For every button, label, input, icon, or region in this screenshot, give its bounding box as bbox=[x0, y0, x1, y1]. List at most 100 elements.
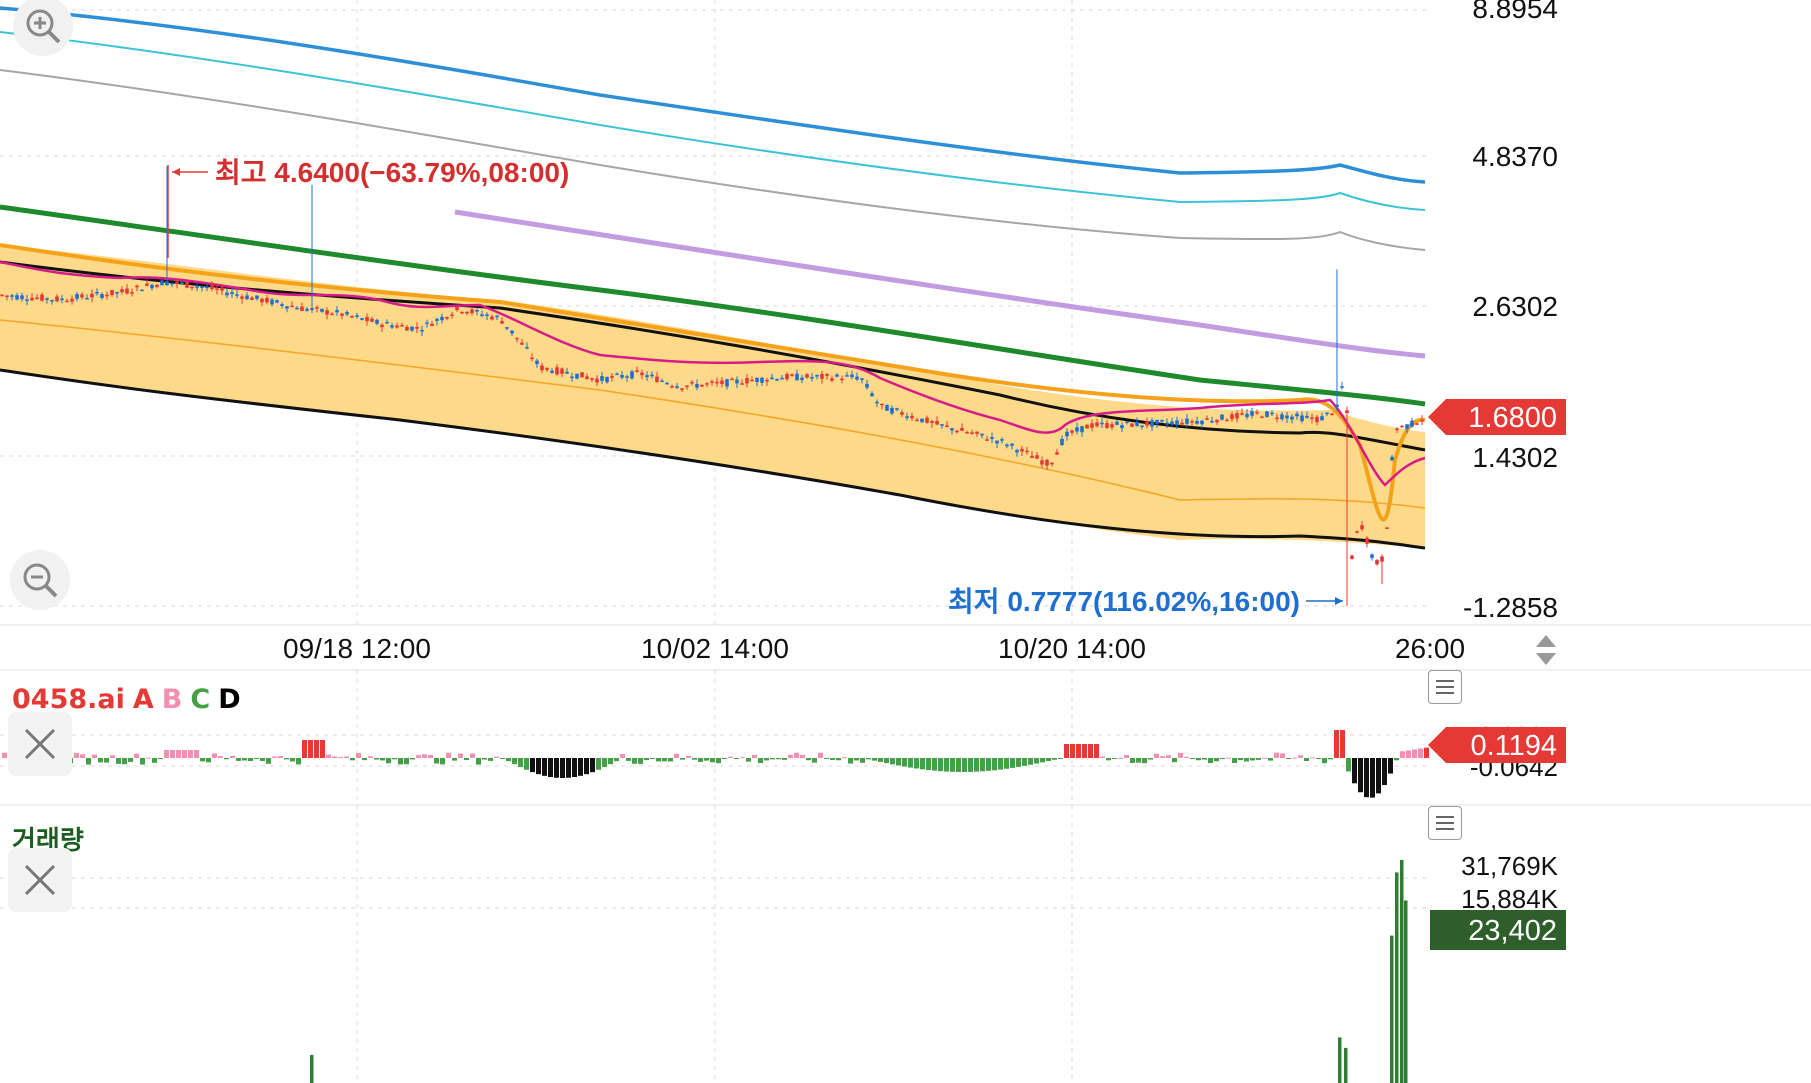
candle-body bbox=[840, 378, 844, 381]
indicator-menu-button[interactable] bbox=[1428, 670, 1462, 704]
candle-body bbox=[1160, 420, 1164, 422]
candle-body bbox=[1385, 527, 1389, 529]
candle-body bbox=[25, 299, 29, 301]
indicator-bar bbox=[836, 758, 841, 761]
candle-body bbox=[1000, 439, 1004, 441]
indicator-bar bbox=[1178, 752, 1183, 758]
indicator-bar bbox=[188, 750, 193, 758]
indicator-bar bbox=[1118, 757, 1123, 759]
indicator-bar bbox=[872, 758, 877, 761]
indicator-legend-a: A bbox=[132, 684, 154, 715]
candle-body bbox=[195, 286, 199, 288]
indicator-bar bbox=[356, 753, 361, 758]
candle-body bbox=[1115, 421, 1119, 425]
zoom-in-button[interactable] bbox=[13, 0, 73, 56]
orange-ma-line bbox=[0, 243, 1426, 522]
candle-body bbox=[575, 373, 579, 379]
indicator-bar bbox=[152, 758, 157, 763]
candle-body bbox=[535, 360, 539, 364]
indicator-bar bbox=[1256, 758, 1261, 760]
indicator-bar bbox=[818, 752, 823, 758]
indicator-bar bbox=[542, 758, 547, 776]
candle-body bbox=[410, 326, 414, 331]
indicator-bar bbox=[1142, 758, 1147, 764]
volume-value-badge: 23,402 bbox=[1430, 910, 1566, 950]
indicator-bar bbox=[1262, 757, 1267, 759]
indicator-bar bbox=[638, 758, 643, 764]
candle-body bbox=[465, 311, 469, 314]
indicator-bar bbox=[650, 758, 655, 759]
time-scroll-control[interactable] bbox=[1528, 632, 1564, 668]
indicator-legend-d: D bbox=[218, 684, 241, 715]
candle-body bbox=[565, 371, 569, 374]
indicator-bar bbox=[1268, 758, 1273, 761]
indicator-bar bbox=[1382, 758, 1387, 786]
volume-axis: 31,769K 15,884K bbox=[1461, 851, 1559, 914]
zoom-out-icon bbox=[23, 563, 58, 598]
candle-body bbox=[795, 373, 799, 381]
candle-body bbox=[630, 371, 634, 379]
candle-body bbox=[395, 325, 399, 328]
indicator-bar bbox=[212, 753, 217, 758]
indicator-bar bbox=[2, 752, 7, 758]
candle-body bbox=[260, 298, 264, 303]
candle-body bbox=[995, 440, 999, 444]
indicator-bar bbox=[698, 758, 703, 762]
indicator-bar bbox=[1424, 747, 1429, 758]
time-label: 09/18 12:00 bbox=[283, 633, 431, 664]
indicator-legend-c: C bbox=[190, 684, 211, 715]
candle-body bbox=[140, 289, 144, 292]
candle-body bbox=[695, 383, 699, 388]
candle-body bbox=[290, 305, 294, 308]
indicator-bar bbox=[728, 756, 733, 758]
indicator-bar bbox=[1244, 758, 1249, 762]
volume-bar bbox=[1400, 860, 1404, 1083]
green-ma-line bbox=[0, 204, 1426, 407]
candle-body bbox=[1225, 419, 1229, 422]
candle-body bbox=[875, 401, 879, 404]
candle-body bbox=[445, 316, 449, 319]
candle-body bbox=[615, 373, 619, 376]
volume-bar bbox=[1344, 1047, 1348, 1083]
indicator-bar bbox=[86, 758, 91, 765]
volume-menu-button[interactable] bbox=[1428, 806, 1462, 840]
candle-body bbox=[520, 342, 524, 345]
candle-body bbox=[230, 292, 234, 295]
candle-body bbox=[635, 370, 639, 372]
indicator-bar bbox=[182, 750, 187, 758]
time-label: 10/20 14:00 bbox=[998, 633, 1146, 664]
candle-body bbox=[250, 297, 254, 300]
candle-body bbox=[1065, 431, 1069, 437]
indicator-bar bbox=[1070, 744, 1075, 758]
indicator-current-value: 0.1194 bbox=[1470, 730, 1557, 762]
price-tick: 1.4302 bbox=[1472, 442, 1558, 473]
indicator-bar bbox=[770, 758, 775, 760]
indicator-bar bbox=[950, 758, 955, 772]
indicator-bar bbox=[326, 754, 331, 758]
candle-body bbox=[120, 289, 124, 293]
candle-body bbox=[150, 284, 154, 289]
candle-body bbox=[420, 329, 424, 332]
candle-body bbox=[930, 421, 934, 423]
candle-body bbox=[1235, 413, 1239, 419]
indicator-bar bbox=[1286, 758, 1291, 759]
indicator-bar bbox=[692, 758, 697, 760]
zoom-out-button[interactable] bbox=[10, 550, 70, 610]
close-volume-button[interactable] bbox=[8, 848, 72, 912]
candle-body bbox=[1395, 428, 1399, 431]
candle-body bbox=[405, 326, 409, 331]
candle-body bbox=[960, 427, 964, 431]
indicator-bar bbox=[332, 756, 337, 758]
indicator-bar bbox=[134, 753, 139, 758]
candle-body bbox=[865, 383, 869, 388]
candle-body bbox=[1040, 460, 1044, 465]
close-indicator-button[interactable] bbox=[8, 712, 72, 776]
candle-body bbox=[125, 288, 129, 294]
candle-body bbox=[1110, 424, 1114, 428]
indicator-bar bbox=[272, 756, 277, 758]
candle-body bbox=[925, 417, 929, 423]
candle-body bbox=[785, 373, 789, 380]
candle-body bbox=[710, 381, 714, 383]
candle-body bbox=[400, 325, 404, 327]
indicator-bar bbox=[1298, 755, 1303, 758]
